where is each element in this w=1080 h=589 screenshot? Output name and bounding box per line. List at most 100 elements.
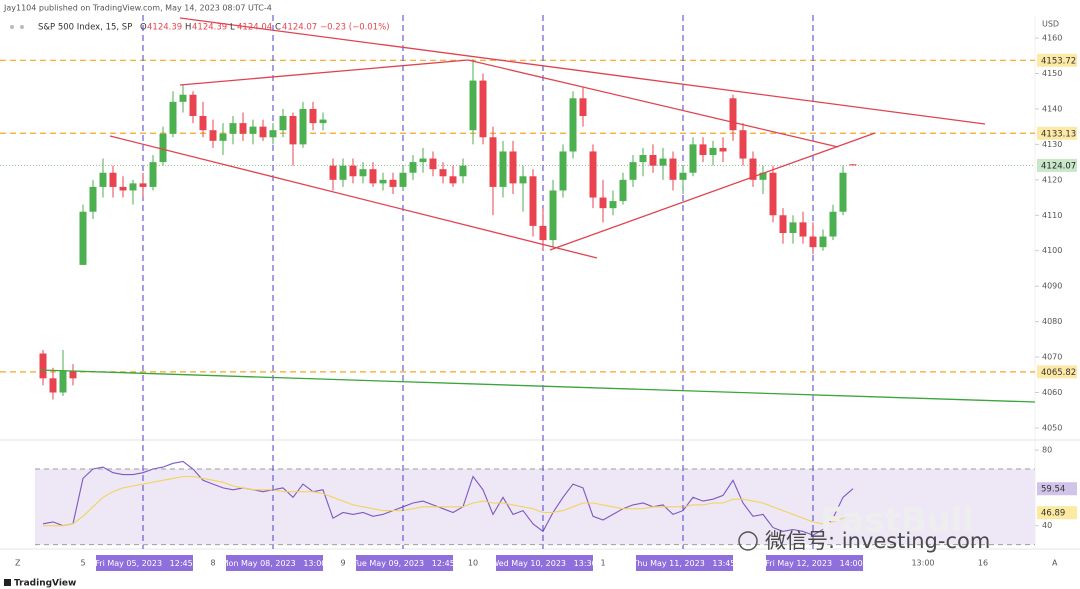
y-tick-label: 40 [1042,521,1052,530]
marker-label-bg [226,555,323,571]
y-tick-label: 80 [1042,446,1052,455]
candle-body [89,186,97,212]
candle-body [429,158,437,170]
y-tick-label: 4100 [1042,246,1062,255]
candle-body [209,130,217,141]
candle-body [829,211,837,237]
marker-label-bg [356,555,453,571]
rsi-value-label: 59.54 [1041,485,1065,495]
candle-body [139,183,147,187]
candle-body [149,162,157,187]
candle-body [489,137,497,187]
candle-body [129,183,137,191]
rsi-value-label: 46.89 [1041,509,1065,519]
trend-line [179,59,469,86]
level-label-bg [1037,126,1077,140]
candle-body [229,123,237,134]
candle-body [359,169,367,177]
y-tick-label: 4130 [1042,140,1062,149]
legend-icon [10,25,14,29]
legend-field: C [275,23,281,33]
candle-body [769,172,777,216]
marker-label: Wed May 10, 2023 13:30 [491,559,596,568]
x-tick-label: 8 [210,559,215,568]
candle-body [439,169,447,177]
y-tick-label: 4110 [1042,211,1062,220]
candle-body [549,190,557,241]
candle-body [119,186,127,191]
candle-body [839,172,847,212]
rsi-line [42,460,854,536]
legend-value: 4124.39 [147,23,182,33]
marker-label-bg [636,555,733,571]
candle-body [629,162,637,180]
candle-body [169,101,177,134]
candle-body [59,371,67,393]
legend-field: L [230,23,235,33]
corner-label: Z [15,559,21,568]
candle-body [689,144,697,173]
candle-body [39,353,47,379]
candle-body [579,98,587,117]
candle-body [499,151,507,187]
legend-field: H [185,23,191,33]
support-line [39,369,1036,403]
level-label-bg [1037,53,1077,67]
candle-body [159,133,167,163]
candle-body [79,211,87,265]
watermark-account: 微信号: investing-com [765,529,990,553]
candle-body [719,147,727,152]
rsi-band [35,468,1035,545]
candle-body [529,176,537,226]
legend-value: 4124.39 [192,23,227,33]
candle-body [189,94,197,117]
marker-label: Fri May 05, 2023 12:45 [95,559,192,568]
marker-label: Fri May 12, 2023 14:00 [765,559,862,568]
y-tick-label: 4060 [1042,388,1062,397]
y-tick-label: 4090 [1042,282,1062,291]
candle-body [319,119,327,124]
candle-body [409,162,417,173]
marker-label: Thu May 11, 2023 13:45 [632,559,736,568]
last-price-label-bg [1037,158,1077,172]
trend-lines [109,17,986,259]
legend-icon [20,25,24,29]
y-tick-label: 4140 [1042,104,1062,113]
y-tick-label: 4050 [1042,423,1062,432]
candle-body [379,179,387,184]
candle-body [479,80,487,138]
marker-label-bg [96,555,193,571]
marker-label-bg [766,555,863,571]
x-tick-label: 13:00 [911,559,934,568]
candle-body [509,151,517,184]
legend-value: 4124.07 [282,23,317,33]
candle-body [199,116,207,131]
x-tick-label: 1 [600,559,605,568]
y-tick-label: 4160 [1042,34,1062,43]
candle-body [569,98,577,152]
y-tick-label: 4080 [1042,317,1062,326]
currency: USD [1042,20,1059,29]
y-tick-label: 4070 [1042,353,1062,362]
legend-value: 4124.04 [237,23,272,33]
rsi-value-label-bg [1037,482,1077,496]
candle-body [69,371,77,379]
candle-body [589,151,597,198]
candle-body [659,158,667,166]
candle-body [609,201,617,209]
x-tick-label: 10 [468,559,478,568]
candle-body [809,236,817,248]
candle-body [339,165,347,180]
level-label-bg [1037,365,1077,379]
marker-label: Mon May 08, 2023 13:00 [222,559,327,568]
trend-line [109,135,598,259]
corner-label: A [1052,559,1058,568]
x-tick-label: 16 [978,559,988,568]
candle-body [459,165,467,177]
candle-body [419,158,427,163]
candle-body [749,158,757,180]
candle-body [799,222,807,237]
candle-body [219,133,227,141]
candle-body [709,147,717,156]
